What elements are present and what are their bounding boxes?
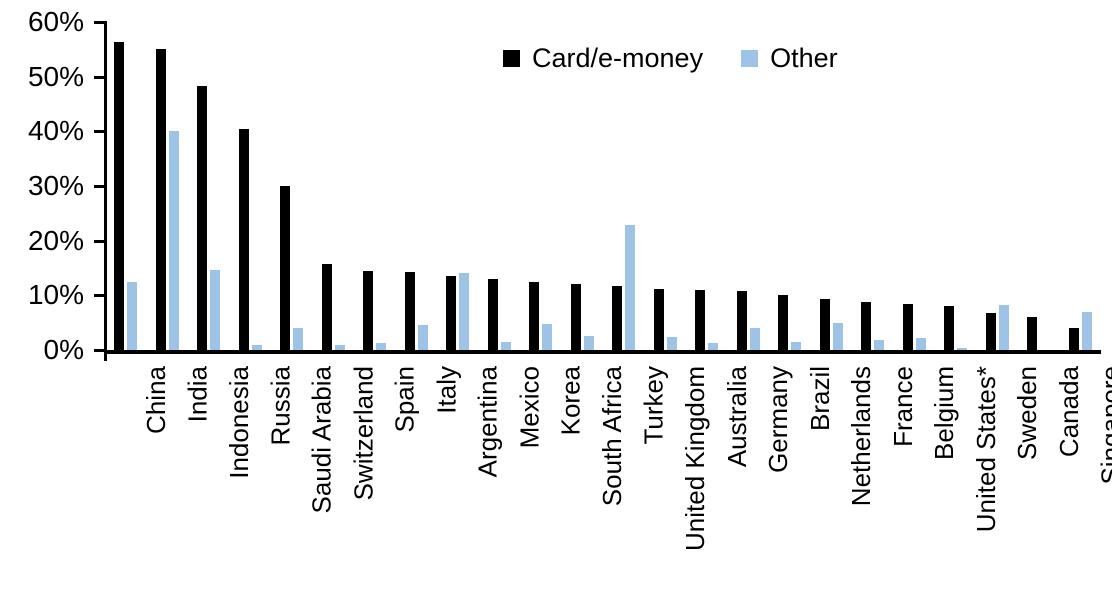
bar-card-e-money <box>155 49 166 350</box>
y-tick-label: 10% <box>27 279 84 311</box>
bar-card-e-money <box>1027 317 1038 350</box>
bar-card-e-money <box>570 284 581 350</box>
bar-card-e-money <box>695 290 706 350</box>
legend-label-card-e-money: Card/e-money <box>532 43 704 73</box>
y-tick-mark <box>94 130 104 134</box>
bar-other <box>625 225 636 350</box>
y-tick-label: 30% <box>27 170 84 201</box>
bar-card-e-money <box>487 279 498 350</box>
bar-card-e-money <box>404 272 415 350</box>
y-tick-mark <box>94 294 104 298</box>
bar-other <box>583 336 594 350</box>
bar-card-e-money <box>778 295 789 350</box>
y-tick-label: 60% <box>27 6 84 37</box>
y-tick-mark <box>94 349 104 352</box>
bar-other <box>708 343 719 350</box>
bar-other <box>168 131 179 350</box>
bar-other <box>251 345 262 350</box>
bar-card-e-money <box>612 286 623 350</box>
bar-other <box>749 328 760 350</box>
y-tick-mark <box>94 239 104 243</box>
bar-other <box>915 338 926 350</box>
y-tick-label: 50% <box>27 60 84 92</box>
bar-card-e-money <box>861 302 872 350</box>
bar-card-e-money <box>363 271 374 350</box>
bar-card-e-money <box>529 282 540 350</box>
bar-card-e-money <box>902 304 913 350</box>
bar-card-e-money <box>446 276 457 350</box>
legend-swatch-other <box>741 49 759 67</box>
bar-other <box>666 337 677 350</box>
bar-other <box>832 323 843 350</box>
y-tick-mark <box>94 21 104 24</box>
legend-label-other: Other <box>770 43 838 73</box>
x-axis-corner-tick <box>104 354 107 361</box>
bar-card-e-money <box>280 186 291 350</box>
bar-card-e-money <box>819 299 830 350</box>
y-tick-label: 40% <box>27 115 84 147</box>
bar-card-e-money <box>321 264 332 350</box>
bar-other <box>459 273 470 350</box>
bar-other <box>376 343 387 350</box>
bar-other <box>210 270 221 350</box>
bar-card-e-money <box>114 42 125 350</box>
x-axis-line <box>104 350 1101 354</box>
bar-other <box>334 345 345 350</box>
bar-other <box>998 305 1009 350</box>
bar-other <box>874 340 885 350</box>
bar-card-e-money <box>653 289 664 350</box>
y-tick-label: 20% <box>27 224 84 256</box>
legend-swatch-card-e-money <box>503 49 520 67</box>
y-axis-line <box>104 21 107 354</box>
bar-other <box>1081 312 1092 350</box>
bar-card-e-money <box>197 86 208 350</box>
legend: Card/e-money Other <box>503 42 838 74</box>
bar-other <box>542 324 553 350</box>
bar-card-e-money <box>1068 328 1079 350</box>
bar-card-e-money <box>238 129 249 350</box>
bar-card-e-money <box>944 306 955 350</box>
bar-other <box>791 342 802 350</box>
bar-other <box>127 282 138 350</box>
bar-other <box>417 325 428 350</box>
y-tick-label: 0% <box>43 334 84 365</box>
y-tick-mark <box>94 75 104 79</box>
bar-other <box>293 328 304 350</box>
bar-other <box>500 342 511 350</box>
bar-card-e-money <box>736 291 747 350</box>
y-tick-mark <box>94 185 104 188</box>
bar-other <box>957 348 968 350</box>
bar-card-e-money <box>985 313 996 350</box>
